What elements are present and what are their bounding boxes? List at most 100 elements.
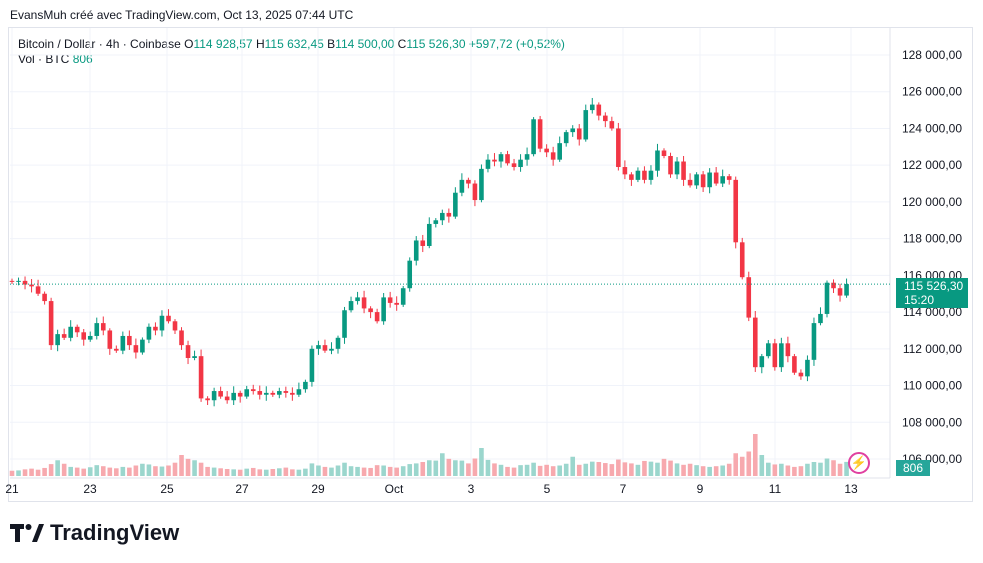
volume-bar [355,466,360,476]
candle-body [440,212,445,221]
candle-body [159,315,165,331]
candle-body [94,323,100,336]
volume-bar [426,460,432,476]
volume-bar [127,467,132,476]
volume-bar [374,465,380,476]
volume-bar [752,434,758,476]
volume-bar [244,468,250,476]
x-tick-label: Oct [385,482,404,496]
brand-logo[interactable]: TradingView [10,520,179,546]
volume-bar [766,462,771,476]
volume-bar [94,465,100,476]
candle-body [563,132,569,144]
x-tick-label: 21 [5,482,19,496]
candle-body [648,170,654,180]
volume-bar [505,466,510,476]
volume-bar [140,463,145,476]
candle-body [42,293,47,302]
candle-body [277,391,282,395]
volume-bar [29,468,34,476]
candle-body [805,359,810,377]
candle-body [133,345,139,353]
candle-body [603,115,608,122]
candle-body [237,392,243,397]
volume-bar [9,470,15,476]
candle-body [550,152,556,160]
volume-bar [453,460,458,476]
candle-body [772,343,778,368]
volume-bar [290,469,295,476]
volume-bar [498,464,504,476]
candle-body [713,172,719,184]
volume-tag: 806 [896,460,930,476]
candle-body [707,172,712,188]
x-tick-label: 9 [697,482,704,496]
candle-body [492,159,497,162]
candle-body [824,282,830,314]
candle-body [576,128,582,140]
volume-bar [798,466,804,476]
candle-body [179,330,184,346]
volume-bar [440,453,445,476]
candle-body [531,119,536,155]
candle-body [779,343,784,368]
x-tick-label: 27 [235,482,249,496]
candle-body [818,313,823,324]
change-value: +597,72 (+0,52%) [468,37,565,51]
volume-bar [61,463,67,476]
volume-bar [648,461,654,476]
candle-body [81,332,87,340]
volume-bar [114,468,119,476]
volume-bar [459,460,465,476]
y-tick-label: 128 000,00 [902,48,962,62]
candle-body [433,220,439,224]
volume-bar [687,463,693,476]
x-tick-label: 11 [769,482,782,496]
candle-body [100,323,106,331]
candle-body [518,159,523,168]
volume-bar [707,466,712,476]
candle-body [9,280,15,282]
candle-body [752,317,758,368]
candle-body [185,345,191,358]
y-tick-label: 124 000,00 [902,121,962,135]
candle-body [642,170,647,180]
volume-bar [277,468,282,476]
x-tick-label: 29 [311,482,325,496]
candle-body [153,326,158,331]
low-value: 114 500,00 [335,37,395,51]
candle-body [205,398,210,401]
volume-bar [192,460,197,476]
candle-body [48,301,54,346]
candle-body [303,381,308,390]
candle-body [726,176,732,180]
open-label: O [184,37,194,51]
volume-bar [805,463,810,476]
volume-bar [250,467,256,476]
close-value: 115 526,30 [406,37,466,51]
volume-bar [74,467,80,476]
candle-body [146,326,152,340]
volume-bar [322,466,328,476]
symbol-title[interactable]: Bitcoin / Dollar · 4h · Coinbase [18,37,181,51]
y-tick-label: 126 000,00 [902,85,962,99]
chart-panel[interactable] [8,27,973,502]
candle-body [400,288,406,305]
volume-bar [629,463,634,476]
candle-body [74,326,80,333]
volume-bar [694,465,699,476]
candle-body [329,348,334,351]
y-tick-label: 122 000,00 [902,158,962,172]
candle-body [792,356,797,373]
candle-body [335,337,341,349]
candle-body [413,240,419,261]
volume-bar [524,464,530,476]
volume-bar [779,463,784,476]
volume-bar [713,466,719,476]
volume-bar [531,462,536,476]
candle-body [270,392,276,395]
volume-bar [433,460,439,476]
lightning-bolt-icon[interactable]: ⚡ [848,452,870,474]
candle-body [296,389,302,395]
